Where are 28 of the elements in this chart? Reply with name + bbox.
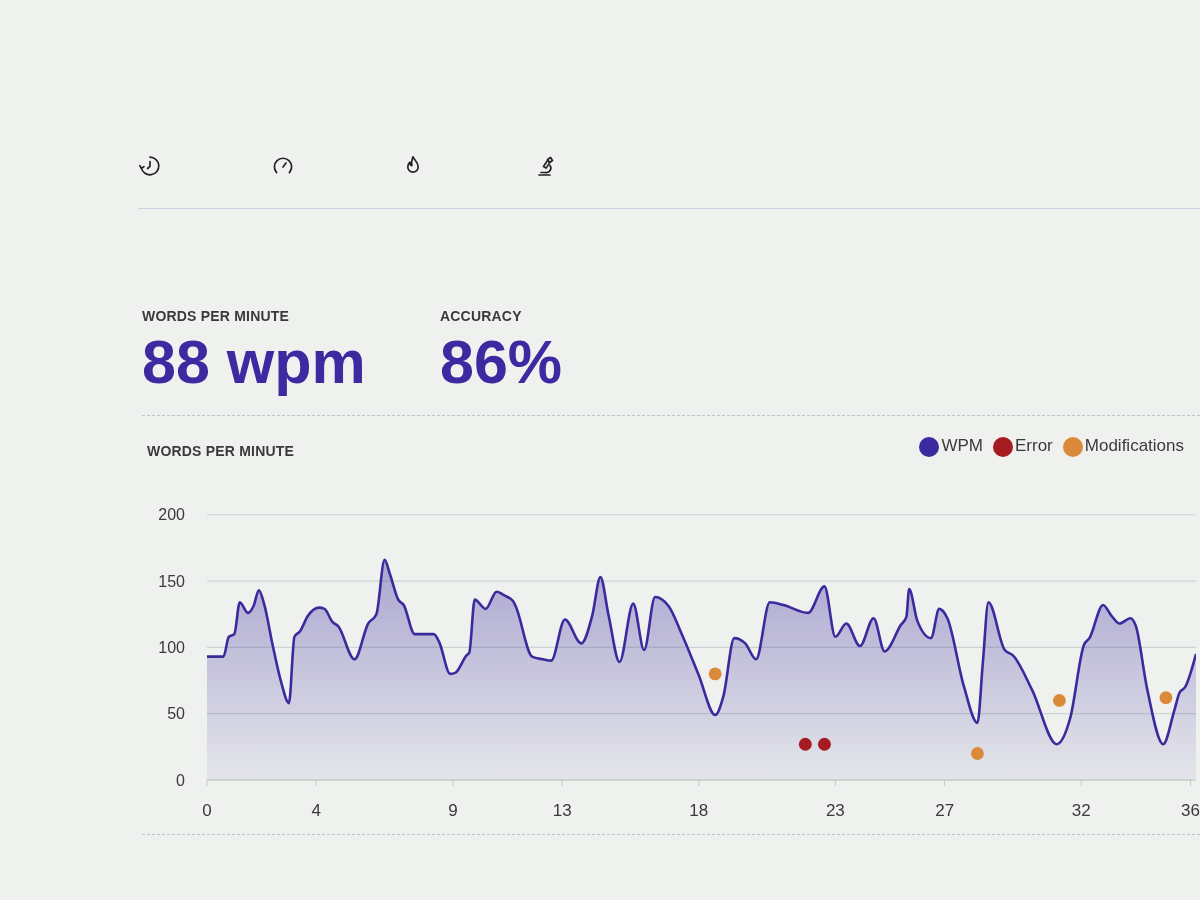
y-tick-label: 50 <box>167 705 186 723</box>
x-tick-label: 0 <box>202 801 212 821</box>
point <box>1052 694 1066 707</box>
legend-label: WPM <box>941 436 983 455</box>
x-tick-label: 9 <box>448 801 458 821</box>
text: 88 wpm <box>142 328 367 397</box>
point <box>798 737 812 751</box>
point <box>971 747 984 760</box>
x-tick-label: 36 <box>1181 801 1200 821</box>
legend-label: Error <box>1015 436 1053 455</box>
y-tick-label: 0 <box>176 771 186 789</box>
x-tick-label: 32 <box>1071 801 1091 821</box>
text: ACCURACY <box>440 308 523 324</box>
point <box>818 737 831 751</box>
y-tick-label: 150 <box>158 572 186 590</box>
y-tick-label: 200 <box>158 506 186 524</box>
point <box>708 667 722 681</box>
text: 86% <box>440 328 564 397</box>
y-tick-label: 100 <box>158 639 186 657</box>
text: WORDS PER MINUTE <box>142 308 291 324</box>
x-tick-label: 23 <box>825 801 845 821</box>
x-tick-label: 4 <box>311 801 322 821</box>
x-tick-label: 27 <box>935 801 955 821</box>
x-tick-label: 13 <box>552 801 572 821</box>
x-tick-label: 18 <box>689 801 709 821</box>
point <box>1159 691 1173 705</box>
legend-label: Modifications <box>1084 436 1184 455</box>
chart-title: WORDS PER MINUTE <box>147 443 295 459</box>
